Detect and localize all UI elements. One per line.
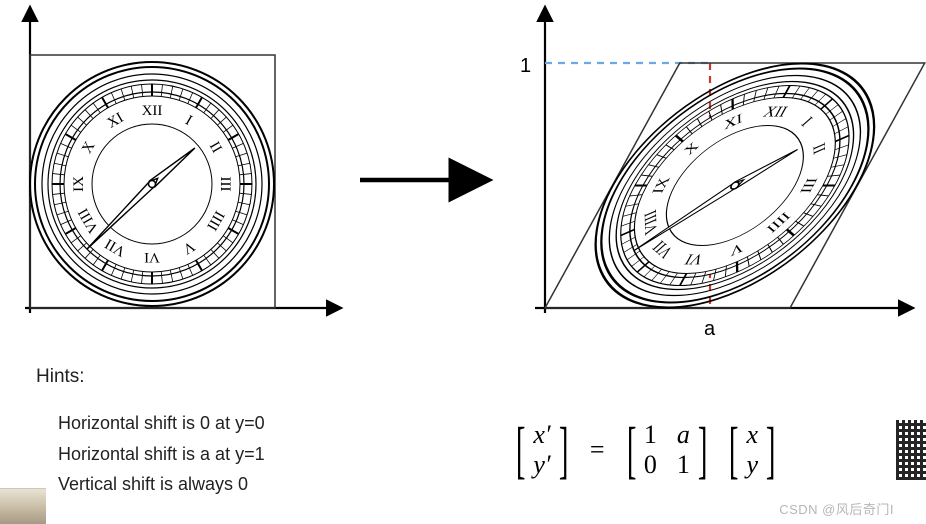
eq-y: y [746,450,758,480]
svg-text:III: III [217,177,233,192]
watermark: CSDN @风后奇门I [779,499,894,518]
hints-block: Hints: Horizontal shift is 0 at y=0 Hori… [36,366,265,500]
corner-thumbnail [0,488,46,524]
eq-m00: 1 [644,420,657,450]
eq-xprime: x′ [533,420,550,450]
qr-fragment [896,420,926,480]
label-y1: 1 [520,55,531,77]
hint-line-2: Vertical shift is always 0 [58,469,265,500]
svg-text:XII: XII [142,103,163,119]
eq-m11: 1 [677,450,690,480]
label-a: a [704,318,716,340]
svg-text:IX: IX [71,176,87,192]
eq-x: x [746,420,758,450]
shear-equation: [ x′ y′ ] = [ 1 0 a 1 ] [ x y ] [510,420,781,480]
right-plot: 1 a XIIIIIIIIIIIIVVIVIIVIIIIXXXI [520,8,925,340]
eq-m01: a [677,420,690,450]
eq-m10: 0 [644,450,657,480]
svg-text:VI: VI [144,249,160,265]
hint-line-1: Horizontal shift is a at y=1 [58,439,265,470]
hints-title: Hints: [36,366,265,388]
hint-line-0: Horizontal shift is 0 at y=0 [58,408,265,439]
eq-yprime: y′ [533,450,550,480]
clock-right: XIIIIIIIIIIIIVVIVIIVIIIIXXXI [546,64,924,308]
clock-left: XIIIIIIIIIIIIVVIVIIVIIIIXXXI [30,62,274,306]
left-plot: XIIIIIIIIIIIIVVIVIIVIIIIXXXI [25,8,340,313]
